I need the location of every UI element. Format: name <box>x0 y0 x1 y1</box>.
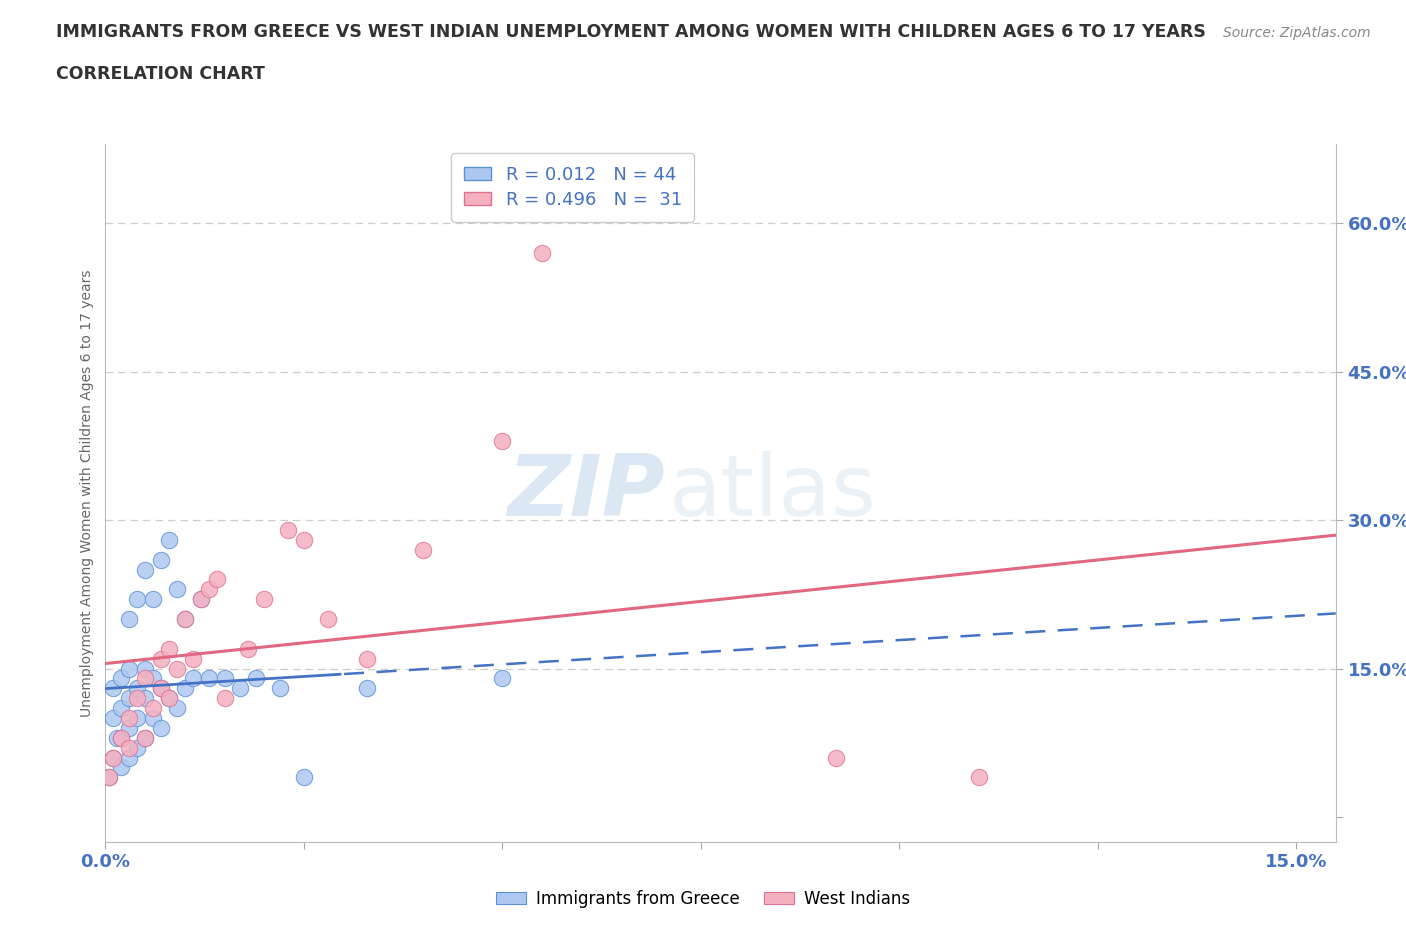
Point <box>157 642 180 657</box>
Point <box>824 751 846 765</box>
Point <box>118 711 141 725</box>
Point <box>356 681 378 696</box>
Point <box>181 671 204 685</box>
Point <box>110 671 132 685</box>
Point <box>150 721 173 736</box>
Point <box>142 711 165 725</box>
Point <box>292 533 315 548</box>
Point <box>253 591 276 606</box>
Legend: Immigrants from Greece, West Indians: Immigrants from Greece, West Indians <box>489 883 917 914</box>
Point <box>127 691 149 706</box>
Point <box>134 730 156 745</box>
Point <box>118 612 141 627</box>
Point <box>127 711 149 725</box>
Point <box>134 661 156 676</box>
Point <box>134 730 156 745</box>
Point <box>110 730 132 745</box>
Point <box>197 671 219 685</box>
Point <box>491 671 513 685</box>
Point <box>127 591 149 606</box>
Point <box>118 740 141 755</box>
Point <box>197 582 219 597</box>
Point <box>150 651 173 666</box>
Point <box>150 681 173 696</box>
Point <box>173 612 195 627</box>
Point <box>103 711 125 725</box>
Point <box>118 751 141 765</box>
Point <box>190 591 212 606</box>
Point <box>214 691 236 706</box>
Point <box>98 770 121 785</box>
Point <box>166 700 188 715</box>
Point <box>103 751 125 765</box>
Point <box>118 721 141 736</box>
Point <box>245 671 267 685</box>
Legend: R = 0.012   N = 44, R = 0.496   N =  31: R = 0.012 N = 44, R = 0.496 N = 31 <box>451 153 695 221</box>
Point <box>118 691 141 706</box>
Text: Source: ZipAtlas.com: Source: ZipAtlas.com <box>1223 26 1371 40</box>
Point <box>150 681 173 696</box>
Point <box>181 651 204 666</box>
Y-axis label: Unemployment Among Women with Children Ages 6 to 17 years: Unemployment Among Women with Children A… <box>80 269 94 717</box>
Point <box>530 246 553 260</box>
Point <box>142 671 165 685</box>
Point <box>356 651 378 666</box>
Point <box>173 681 195 696</box>
Point <box>134 562 156 577</box>
Point <box>238 642 260 657</box>
Point <box>491 433 513 448</box>
Point <box>412 542 434 557</box>
Point <box>142 591 165 606</box>
Point <box>150 552 173 567</box>
Text: CORRELATION CHART: CORRELATION CHART <box>56 65 266 83</box>
Text: IMMIGRANTS FROM GREECE VS WEST INDIAN UNEMPLOYMENT AMONG WOMEN WITH CHILDREN AGE: IMMIGRANTS FROM GREECE VS WEST INDIAN UN… <box>56 23 1206 41</box>
Point <box>103 681 125 696</box>
Point <box>110 700 132 715</box>
Point <box>157 691 180 706</box>
Point <box>205 572 228 587</box>
Point <box>98 770 121 785</box>
Point <box>142 700 165 715</box>
Point <box>105 730 128 745</box>
Point <box>134 671 156 685</box>
Point <box>118 661 141 676</box>
Point <box>157 691 180 706</box>
Point <box>127 740 149 755</box>
Point <box>110 730 132 745</box>
Text: atlas: atlas <box>669 451 877 535</box>
Point <box>173 612 195 627</box>
Point <box>967 770 990 785</box>
Point <box>157 533 180 548</box>
Point <box>127 681 149 696</box>
Point <box>166 582 188 597</box>
Text: ZIP: ZIP <box>508 451 665 535</box>
Point <box>316 612 339 627</box>
Point <box>214 671 236 685</box>
Point <box>103 751 125 765</box>
Point <box>277 523 299 538</box>
Point <box>110 760 132 775</box>
Point <box>292 770 315 785</box>
Point <box>166 661 188 676</box>
Point <box>190 591 212 606</box>
Point <box>229 681 252 696</box>
Point <box>134 691 156 706</box>
Point <box>269 681 291 696</box>
